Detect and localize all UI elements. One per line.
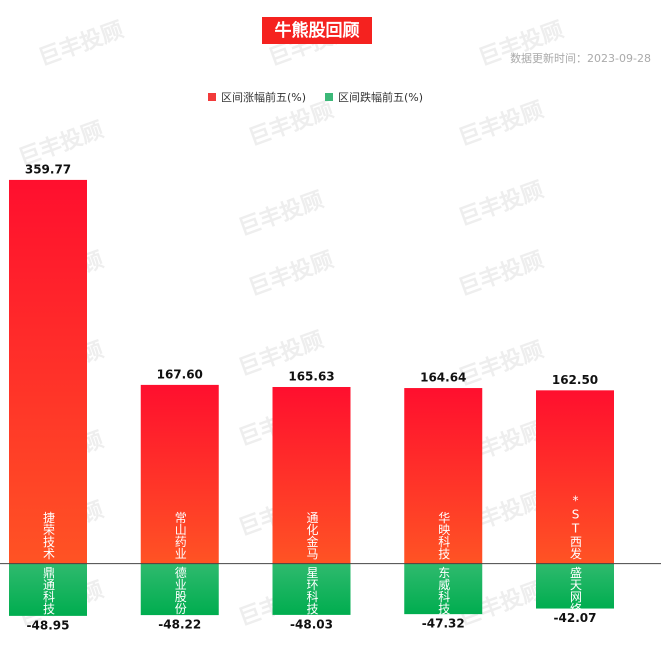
bar-label: 盛天网络 [569, 565, 583, 614]
bar [536, 390, 614, 564]
bar [536, 563, 614, 609]
bar-label: *ST西发 [569, 494, 583, 560]
watermark: 巨丰投顾 [36, 18, 127, 72]
value-label: 165.63 [288, 369, 334, 383]
bar [272, 386, 351, 564]
bar-label: 华映科技 [437, 511, 451, 559]
legend-label: 区间涨幅前五(%) [221, 90, 306, 104]
bar [272, 563, 351, 615]
legend-swatch [325, 93, 333, 101]
watermark: 巨丰投顾 [456, 178, 547, 232]
bar-label: 捷荣技术 [42, 511, 56, 559]
value-label: 359.77 [25, 162, 71, 176]
bar [404, 388, 483, 564]
bar-label: 星环科技 [305, 566, 319, 614]
bar [9, 179, 87, 564]
watermark: 巨丰投顾 [246, 248, 337, 302]
value-label: -42.07 [554, 611, 597, 625]
value-label: 162.50 [552, 373, 598, 387]
watermark: 巨丰投顾 [456, 98, 547, 152]
value-label: 164.64 [420, 371, 466, 385]
bar [9, 563, 87, 616]
watermark: 巨丰投顾 [236, 188, 327, 242]
bar [404, 563, 483, 615]
bar-label: 东威科技 [437, 566, 451, 614]
chart-title: 牛熊股回顾 [275, 20, 360, 41]
value-label: -47.32 [422, 617, 465, 631]
value-label: -48.95 [27, 618, 70, 632]
subtitle: 数据更新时间：2023-09-28 [510, 51, 651, 65]
bar [140, 563, 219, 616]
legend-swatch [208, 93, 216, 101]
bar-label: 德业股份 [173, 565, 187, 614]
watermark: 巨丰投顾 [246, 98, 337, 152]
bar-label: 通化金马 [305, 511, 319, 559]
watermark: 巨丰投顾 [456, 248, 547, 302]
legend-label: 区间跌幅前五(%) [338, 90, 423, 104]
watermark: 巨丰投顾 [456, 338, 547, 392]
bar [140, 384, 219, 564]
bar-label: 鼎通科技 [42, 566, 56, 614]
bar-label: 常山药业 [173, 511, 187, 559]
value-label: -48.22 [158, 618, 201, 632]
title-box [262, 17, 372, 44]
value-label: 167.60 [157, 367, 203, 381]
value-label: -48.03 [290, 617, 333, 631]
